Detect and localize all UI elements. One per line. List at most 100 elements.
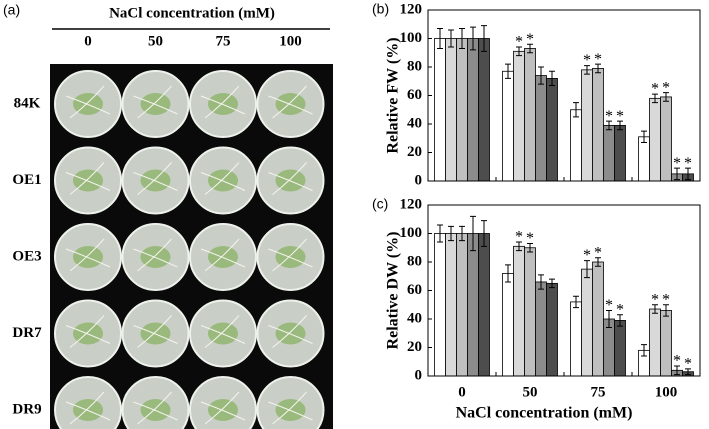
y-axis-title: Relative DW (%) (385, 232, 402, 350)
significance: * (684, 155, 692, 172)
bar (581, 69, 593, 182)
error-bar (606, 309, 612, 329)
significance: * (605, 108, 613, 125)
panel-label: (c) (372, 196, 388, 212)
error-bar (505, 63, 511, 79)
photo-header: NaCl concentration (mM) (109, 5, 275, 21)
significance: * (662, 79, 670, 96)
photo-roots (133, 391, 178, 425)
error-bar (685, 368, 691, 376)
error-bar (459, 28, 465, 49)
bar (467, 38, 479, 182)
bar (614, 125, 626, 182)
column-label: 100 (279, 33, 302, 49)
bar (502, 272, 514, 377)
photo-roots (268, 315, 313, 348)
row-label: OE1 (12, 172, 41, 188)
error-bar (516, 46, 522, 57)
error-bar (652, 304, 658, 314)
bar (546, 78, 558, 182)
bar (649, 97, 661, 182)
significance: * (583, 52, 591, 69)
photo-roots (268, 238, 313, 272)
photo-roots (200, 315, 246, 348)
error-bar (437, 224, 443, 243)
column-label: 0 (84, 33, 92, 49)
significance: * (673, 155, 681, 172)
significance: * (594, 244, 602, 261)
bar (546, 282, 558, 377)
photo-roots (200, 162, 246, 195)
plot-frame (427, 204, 701, 377)
error-bar (674, 167, 680, 181)
column-label: 75 (216, 33, 231, 49)
bar (535, 281, 547, 377)
y-tick-label: 120 (400, 196, 423, 212)
bar (638, 136, 650, 182)
y-tick-label: 80 (407, 58, 422, 74)
error-bar (584, 260, 590, 279)
error-bar (663, 304, 669, 317)
error-bar (505, 264, 511, 283)
y-tick-label: 20 (407, 339, 422, 355)
error-bar (527, 242, 533, 253)
x-tick-label: 75 (591, 384, 606, 400)
bar (467, 233, 479, 377)
photo-roots (133, 85, 178, 119)
significance: * (515, 229, 523, 246)
y-tick-label: 0 (415, 367, 423, 383)
error-bar (481, 220, 487, 247)
bar (502, 70, 514, 182)
significance: * (673, 353, 681, 370)
significance: * (526, 31, 534, 48)
y-axis-title: Relative FW (%) (385, 37, 402, 153)
column-label: 50 (148, 33, 163, 49)
error-bar (538, 274, 544, 290)
bar (434, 233, 446, 377)
error-bar (617, 314, 623, 327)
bar (660, 310, 672, 377)
bar (592, 68, 604, 182)
bar (570, 301, 582, 377)
bar (581, 268, 593, 377)
y-tick-label: 60 (407, 282, 422, 298)
error-bar (606, 120, 612, 131)
photo-roots (268, 391, 313, 425)
photo-roots (65, 315, 111, 348)
error-bar (538, 66, 544, 85)
panel-label: (b) (372, 1, 389, 17)
error-bar (652, 93, 658, 104)
y-tick-label: 40 (407, 115, 422, 131)
x-tick-label: 0 (458, 384, 466, 400)
photo-roots (268, 85, 313, 119)
bar (614, 320, 626, 377)
bar (513, 245, 525, 377)
bar (524, 247, 536, 377)
y-tick-label: 80 (407, 253, 422, 269)
bar (434, 38, 446, 182)
error-bar (470, 215, 476, 252)
bar (445, 233, 457, 377)
bar (570, 109, 582, 182)
significance: * (651, 291, 659, 308)
error-bar (448, 29, 454, 48)
bar (478, 233, 490, 377)
row-label: DR9 (12, 401, 41, 417)
significance: * (662, 291, 670, 308)
bar (660, 96, 672, 182)
bar (456, 38, 468, 182)
error-bar (584, 65, 590, 75)
y-tick-label: 100 (400, 30, 423, 46)
significance: * (616, 301, 624, 318)
x-tick-label: 100 (655, 384, 678, 400)
error-bar (459, 225, 465, 242)
error-bar (685, 167, 691, 181)
y-tick-label: 120 (400, 1, 423, 17)
photo-roots (268, 162, 313, 195)
significance: * (583, 247, 591, 264)
y-tick-label: 100 (400, 225, 423, 241)
error-bar (595, 257, 601, 267)
row-label: 84K (14, 95, 41, 111)
error-bar (448, 225, 454, 242)
